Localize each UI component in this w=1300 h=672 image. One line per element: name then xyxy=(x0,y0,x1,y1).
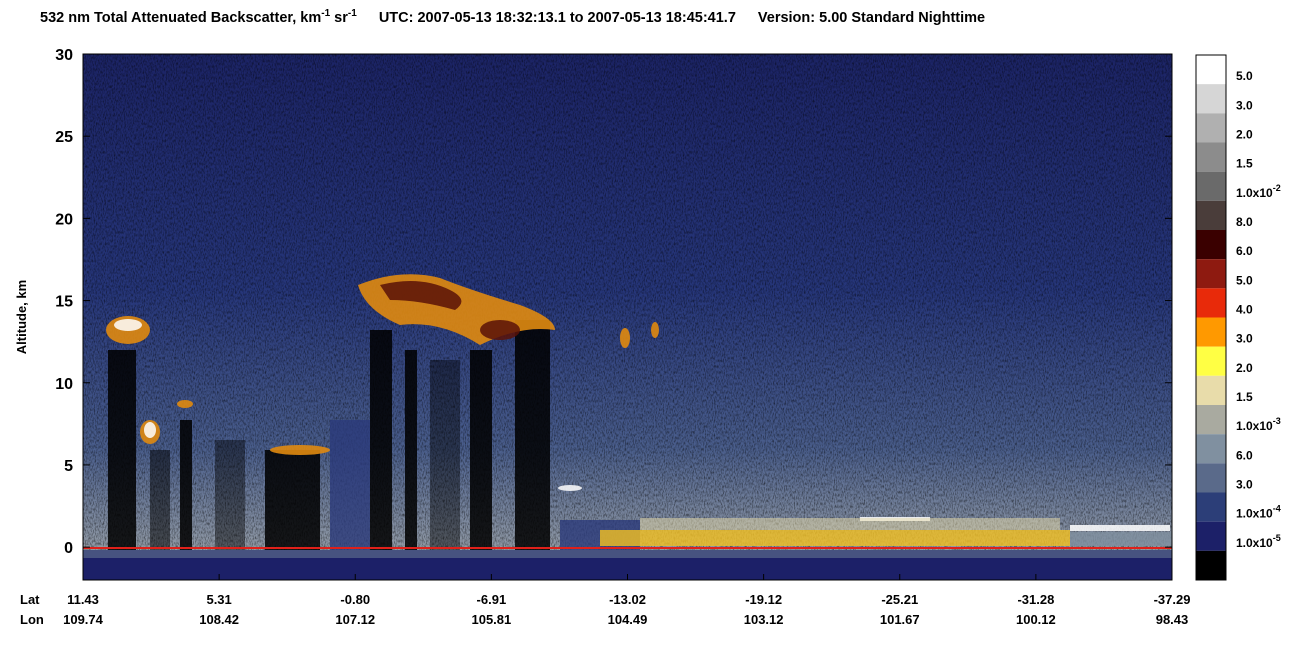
colorbar-swatch xyxy=(1196,142,1226,172)
colorbar-swatch xyxy=(1196,375,1226,405)
colorbar-swatch xyxy=(1196,492,1226,522)
lat-label: -0.80 xyxy=(340,592,370,607)
x-row-label: Lat xyxy=(20,592,40,607)
colorbar-swatch xyxy=(1196,463,1226,493)
colorbar-label-exponent: -4 xyxy=(1273,504,1281,514)
colorbar-swatch xyxy=(1196,259,1226,289)
y-axis-label: Altitude, km xyxy=(14,280,29,354)
colorbar-swatch xyxy=(1196,230,1226,260)
colorbar-label: 5.0 xyxy=(1236,69,1253,83)
title-exponent: -1 xyxy=(348,8,357,19)
y-tick-label: 30 xyxy=(55,47,73,64)
colorbar-label: 1.0x10-2 xyxy=(1236,183,1281,200)
lon-label: 104.49 xyxy=(608,612,648,627)
colorbar-label-text: 3.0 xyxy=(1236,478,1253,492)
lon-label: 109.74 xyxy=(63,612,104,627)
y-tick-label: 25 xyxy=(55,129,73,146)
colorbar-swatch xyxy=(1196,113,1226,143)
colorbar-label: 3.0 xyxy=(1236,478,1253,492)
title-exponent: -1 xyxy=(321,8,330,19)
lat-label: -25.21 xyxy=(881,592,918,607)
lon-label: 107.12 xyxy=(335,612,375,627)
lat-label: -31.28 xyxy=(1017,592,1054,607)
colorbar-label: 4.0 xyxy=(1236,303,1253,317)
lat-label: -37.29 xyxy=(1154,592,1191,607)
colorbar-swatch xyxy=(1196,84,1226,114)
colorbar-swatch xyxy=(1196,171,1226,201)
colorbar-label-text: 5.0 xyxy=(1236,273,1253,287)
lon-label: 103.12 xyxy=(744,612,784,627)
lon-label: 105.81 xyxy=(471,612,511,627)
colorbar-label-text: 5.0 xyxy=(1236,69,1253,83)
colorbar-label: 1.5 xyxy=(1236,157,1253,171)
title-time: UTC: 2007-05-13 18:32:13.1 to 2007-05-13… xyxy=(379,10,736,26)
lat-label: 5.31 xyxy=(206,592,231,607)
y-tick-label: 10 xyxy=(55,376,73,393)
colorbar-label-text: 4.0 xyxy=(1236,303,1253,317)
lat-label: -13.02 xyxy=(609,592,646,607)
curtain-image xyxy=(83,54,1172,580)
colorbar-label-exponent: -5 xyxy=(1273,533,1281,543)
colorbar-label-exponent: -3 xyxy=(1273,416,1281,426)
lat-label: -6.91 xyxy=(477,592,507,607)
colorbar-swatch xyxy=(1196,55,1226,85)
title-text: sr xyxy=(330,10,348,26)
colorbar-swatch xyxy=(1196,346,1226,376)
lon-label: 108.42 xyxy=(199,612,239,627)
colorbar-label: 8.0 xyxy=(1236,215,1253,229)
colorbar-swatch xyxy=(1196,434,1226,464)
colorbar-label: 3.0 xyxy=(1236,98,1253,112)
colorbar-label-text: 1.0x10 xyxy=(1236,186,1273,200)
colorbar-label: 6.0 xyxy=(1236,244,1253,258)
lon-label: 100.12 xyxy=(1016,612,1056,627)
colorbar-swatch xyxy=(1196,200,1226,230)
colorbar-swatch xyxy=(1196,550,1226,580)
colorbar-label-text: 1.0x10 xyxy=(1236,419,1273,433)
y-tick-label: 5 xyxy=(64,458,73,475)
colorbar-label-text: 2.0 xyxy=(1236,128,1253,142)
colorbar-label-text: 1.5 xyxy=(1236,157,1253,171)
colorbar-label: 2.0 xyxy=(1236,361,1253,375)
colorbar-swatch xyxy=(1196,521,1226,551)
lon-label: 101.67 xyxy=(880,612,920,627)
y-tick-label: 15 xyxy=(55,294,73,311)
title-text: 532 nm Total Attenuated Backscatter, km xyxy=(40,10,321,26)
colorbar-label-text: 6.0 xyxy=(1236,244,1253,258)
colorbar-label: 5.0 xyxy=(1236,273,1253,287)
colorbar-label: 6.0 xyxy=(1236,448,1253,462)
colorbar-label: 2.0 xyxy=(1236,128,1253,142)
colorbar-swatch xyxy=(1196,288,1226,318)
colorbar-swatch xyxy=(1196,405,1226,435)
y-tick-label: 0 xyxy=(64,540,73,557)
colorbar-label: 3.0 xyxy=(1236,332,1253,346)
colorbar-label: 1.0x10-5 xyxy=(1236,533,1281,550)
colorbar-label-text: 2.0 xyxy=(1236,361,1253,375)
colorbar-label-text: 1.0x10 xyxy=(1236,507,1273,521)
y-tick-label: 20 xyxy=(55,211,73,228)
colorbar-label-text: 3.0 xyxy=(1236,332,1253,346)
x-row-label: Lon xyxy=(20,612,44,627)
colorbar-label: 1.0x10-3 xyxy=(1236,416,1281,433)
colorbar-label-exponent: -2 xyxy=(1273,183,1281,193)
lon-label: 98.43 xyxy=(1156,612,1189,627)
lat-label: -19.12 xyxy=(745,592,782,607)
colorbar-label-text: 3.0 xyxy=(1236,98,1253,112)
colorbar-swatch xyxy=(1196,317,1226,347)
title-version: Version: 5.00 Standard Nighttime xyxy=(758,10,985,26)
colorbar-label-text: 6.0 xyxy=(1236,448,1253,462)
colorbar-label-text: 8.0 xyxy=(1236,215,1253,229)
colorbar-label-text: 1.5 xyxy=(1236,390,1253,404)
colorbar-label: 1.0x10-4 xyxy=(1236,504,1281,521)
colorbar-label: 1.5 xyxy=(1236,390,1253,404)
lat-label: 11.43 xyxy=(67,592,99,607)
colorbar-label-text: 1.0x10 xyxy=(1236,536,1273,550)
colorbar-frame xyxy=(1195,54,1227,581)
chart-title: 532 nm Total Attenuated Backscatter, km-… xyxy=(40,8,985,26)
